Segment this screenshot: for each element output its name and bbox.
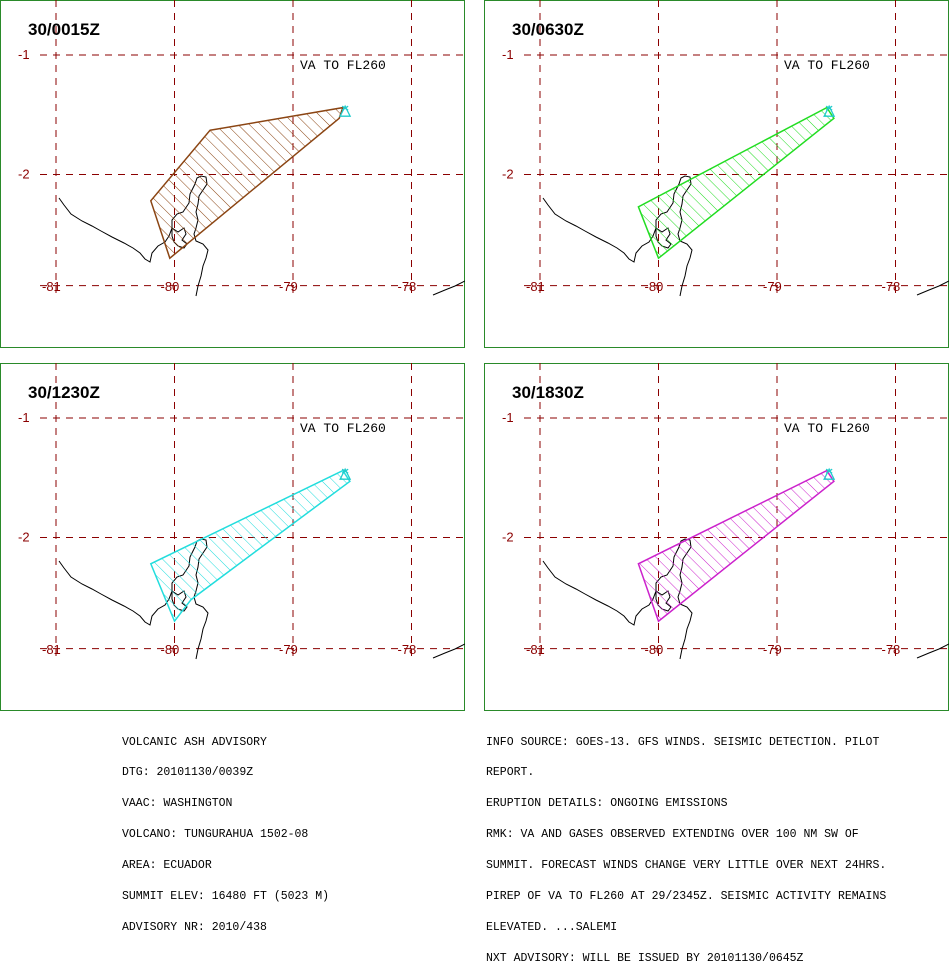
lat-tick-label: -1 — [502, 410, 514, 425]
coastline-east — [916, 280, 949, 296]
lat-tick-label: -1 — [502, 47, 514, 62]
lon-tick-label: -81 — [42, 642, 61, 657]
lat-tick-label: -2 — [18, 167, 30, 182]
lat-tick-label: -1 — [18, 410, 30, 425]
advisory-line: ERUPTION DETAILS: ONGOING EMISSIONS — [486, 797, 728, 811]
lon-tick-label: -79 — [763, 642, 782, 657]
advisory-right: INFO SOURCE: GOES-13. GFS WINDS. SEISMIC… — [486, 717, 886, 974]
map-panel-2: 30/0630Z VA TO FL260 -1 -2 -81 -80 -79 -78 — [484, 0, 949, 348]
advisory-line: REPORT. — [486, 766, 535, 780]
lon-tick-label: -80 — [645, 642, 664, 657]
advisory-line: ELEVATED. ...SALEMI — [486, 920, 618, 934]
volcano-marker-icon — [341, 105, 349, 111]
volcano-icon — [823, 104, 836, 117]
coastline-east — [432, 280, 465, 296]
map-svg: 30/1830Z VA TO FL260 -1 -2 -81 -80 -79 -78 — [484, 363, 949, 711]
altitude-label: VA TO FL260 — [300, 58, 386, 73]
lon-tick-label: -81 — [526, 279, 545, 294]
ash-cloud-polygon — [149, 106, 344, 260]
coastline-east — [432, 643, 465, 659]
lon-tick-label: -81 — [526, 642, 545, 657]
panel-time-label: 30/1830Z — [512, 383, 584, 402]
map-svg: 30/1230Z VA TO FL260 -1 -2 -81 -80 -79 -78 — [0, 363, 465, 711]
panel-time-label: 30/1230Z — [28, 383, 100, 402]
advisory-line: ADVISORY NR: 2010/438 — [122, 920, 267, 934]
advisory-left: VOLCANIC ASH ADVISORY DTG: 20101130/0039… — [122, 717, 329, 944]
lon-tick-label: -80 — [645, 279, 664, 294]
altitude-label: VA TO FL260 — [784, 58, 870, 73]
advisory-line: VAAC: WASHINGTON — [122, 797, 233, 811]
advisory-line: NXT ADVISORY: WILL BE ISSUED BY 20101130… — [486, 951, 804, 965]
lat-tick-label: -2 — [502, 530, 514, 545]
altitude-label: VA TO FL260 — [784, 421, 870, 436]
coastline-east — [916, 643, 949, 659]
advisory-line: AREA: ECUADOR — [122, 859, 212, 873]
map-panel-4: 30/1830Z VA TO FL260 -1 -2 -81 -80 -79 -78 — [484, 363, 949, 711]
lon-tick-label: -78 — [398, 642, 417, 657]
lon-tick-label: -78 — [882, 279, 901, 294]
lat-tick-label: -2 — [502, 167, 514, 182]
lon-tick-label: -78 — [882, 642, 901, 657]
map-panel-3: 30/1230Z VA TO FL260 -1 -2 -81 -80 -79 -78 — [0, 363, 465, 711]
map-panel-1: 30/0015Z VA TO FL260 -1 -2 -81 -80 -79 -78 — [0, 0, 465, 348]
lon-tick-label: -80 — [161, 279, 180, 294]
lat-tick-label: -1 — [18, 47, 30, 62]
advisory-line: SUMMIT. FORECAST WINDS CHANGE VERY LITTL… — [486, 859, 887, 873]
advisory-line: VOLCANIC ASH ADVISORY — [122, 735, 267, 749]
lon-tick-label: -79 — [279, 279, 298, 294]
lon-tick-label: -79 — [763, 279, 782, 294]
lon-tick-label: -81 — [42, 279, 61, 294]
volcano-marker-icon — [341, 468, 349, 474]
ash-cloud-polygon — [637, 469, 835, 623]
map-svg: 30/0015Z VA TO FL260 -1 -2 -81 -80 -79 -78 — [0, 0, 465, 348]
map-svg: 30/0630Z VA TO FL260 -1 -2 -81 -80 -79 -78 — [484, 0, 949, 348]
advisory-line: INFO SOURCE: GOES-13. GFS WINDS. SEISMIC… — [486, 735, 880, 749]
lon-tick-label: -79 — [279, 642, 298, 657]
panel-time-label: 30/0015Z — [28, 20, 100, 39]
advisory-line: PIREP OF VA TO FL260 AT 29/2345Z. SEISMI… — [486, 890, 887, 904]
advisory-line: SUMMIT ELEV: 16480 FT (5023 M) — [122, 890, 330, 904]
volcano-marker-icon — [825, 468, 833, 474]
lon-tick-label: -78 — [398, 279, 417, 294]
panel-time-label: 30/0630Z — [512, 20, 584, 39]
advisory-line: RMK: VA AND GASES OBSERVED EXTENDING OVE… — [486, 828, 859, 842]
ash-cloud-polygon — [637, 106, 835, 260]
altitude-label: VA TO FL260 — [300, 421, 386, 436]
volcano-icon — [339, 104, 352, 117]
volcano-marker-icon — [825, 105, 833, 111]
volcano-icon — [823, 467, 836, 480]
volcano-icon — [339, 467, 352, 480]
advisory-line: DTG: 20101130/0039Z — [122, 766, 254, 780]
lat-tick-label: -2 — [18, 530, 30, 545]
advisory-line: VOLCANO: TUNGURAHUA 1502-08 — [122, 828, 309, 842]
lon-tick-label: -80 — [161, 642, 180, 657]
